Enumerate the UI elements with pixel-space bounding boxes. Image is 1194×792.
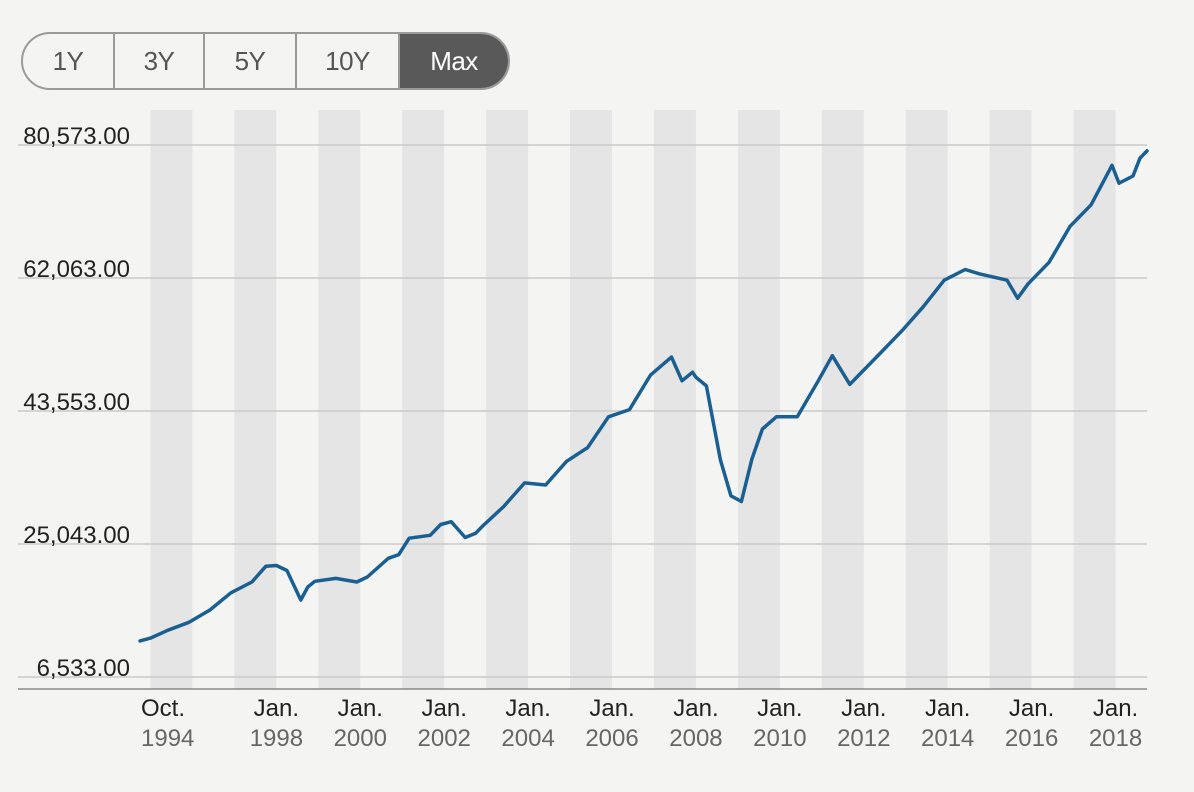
x-tick-month: Jan. [422,695,467,722]
year-band [1073,110,1116,689]
x-tick-year: 2000 [334,725,387,752]
x-tick-year: 2018 [1089,725,1142,752]
year-band [737,110,780,689]
x-tick-year: 2006 [585,725,638,752]
year-band [150,110,193,689]
range-max-button[interactable]: Max [400,34,508,88]
y-tick-label: 43,553.00 [23,389,130,416]
year-band [821,110,864,689]
range-3y-button[interactable]: 3Y [115,34,205,88]
x-tick-year: 2014 [921,725,974,752]
x-tick-month: Oct. [141,695,185,722]
year-band [570,110,613,689]
range-10y-button[interactable]: 10Y [297,34,400,88]
x-tick-year: 1998 [250,725,303,752]
y-tick-label: 25,043.00 [23,522,130,549]
x-tick-month: Jan. [1093,695,1138,722]
year-band [318,110,361,689]
x-tick-year: 2004 [501,725,554,752]
x-tick-year: 2010 [753,725,806,752]
plot-area [140,110,1147,689]
x-tick-month: Jan. [338,695,383,722]
x-tick-month: Jan. [673,695,718,722]
year-band [402,110,445,689]
x-axis: Oct. 1994 Jan. 1998 Jan. 2000 Jan. 2002 Jan. 2004… [141,695,1142,752]
x-tick-year: 2016 [1005,725,1058,752]
x-tick-month: Jan. [757,695,802,722]
year-band [989,110,1032,689]
y-axis: 80,573.00 62,063.00 43,553.00 25,043.00 6,53… [23,123,130,682]
y-tick-label: 62,063.00 [23,256,130,283]
year-band [905,110,948,689]
year-band [653,110,696,689]
year-band [486,110,529,689]
x-tick-year: 2008 [669,725,722,752]
year-bands [140,110,1147,689]
x-tick-year: 1994 [141,725,194,752]
x-tick-month: Jan. [589,695,634,722]
x-tick-month: Jan. [254,695,299,722]
x-tick-month: Jan. [505,695,550,722]
x-tick-year: 2012 [837,725,890,752]
series-layer [138,149,1149,643]
year-band [234,110,277,689]
gridlines [18,144,1147,690]
y-tick-label: 80,573.00 [23,123,130,150]
x-tick-month: Jan. [925,695,970,722]
range-5y-button[interactable]: 5Y [205,34,297,88]
range-1y-button[interactable]: 1Y [23,34,115,88]
x-tick-month: Jan. [1009,695,1054,722]
time-range-selector: 1Y 3Y 5Y 10Y Max [21,32,510,90]
x-tick-month: Jan. [841,695,886,722]
x-tick-year: 2002 [418,725,471,752]
series-line [138,149,1149,643]
y-tick-label: 6,533.00 [37,655,130,682]
